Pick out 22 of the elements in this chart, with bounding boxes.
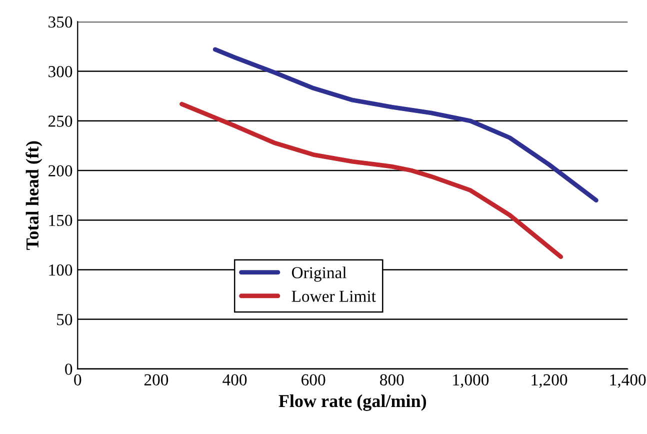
y-tick-label: 200 (48, 165, 72, 176)
x-tick-label: 1,200 (532, 374, 568, 388)
y-tick-label: 350 (48, 16, 72, 28)
x-tick-label: 600 (302, 374, 326, 386)
line-series (212, 47, 598, 202)
line-series (180, 102, 564, 260)
y-tick-label: 0 (65, 364, 72, 375)
x-tick-label: 200 (144, 374, 168, 386)
x-tick-label: 0 (74, 374, 82, 386)
y-tick-label: 250 (48, 116, 72, 127)
y-tick-label: 150 (49, 214, 72, 226)
y-tick-label: 300 (48, 66, 72, 78)
x-axis-title: Flow rate (gal/min) (278, 394, 426, 411)
legend-label: Lower Limit (292, 290, 376, 302)
y-tick-label: 50 (57, 314, 72, 326)
x-tick-label: 400 (222, 374, 247, 386)
y-axis-title: Total head (ft) (26, 141, 42, 250)
legend-label: Original (292, 266, 346, 282)
y-tick-label: 100 (49, 264, 72, 276)
x-tick-label: 1,400 (610, 374, 646, 388)
x-tick-label: 800 (380, 374, 404, 386)
x-tick-label: 1,000 (453, 374, 489, 388)
